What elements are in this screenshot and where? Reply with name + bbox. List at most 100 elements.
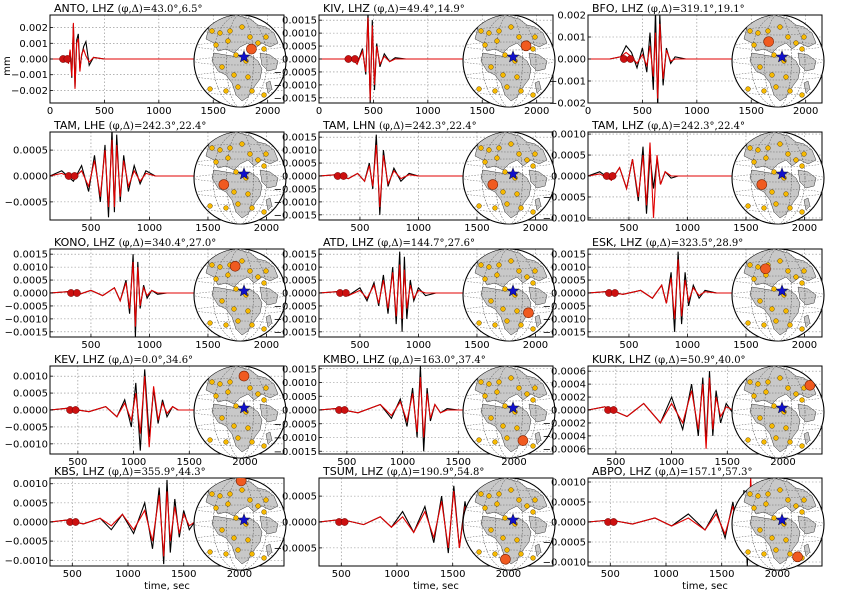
panel-title-station: TAM, LHN (322, 119, 379, 132)
y-tick-label: 0.0005 (13, 146, 48, 157)
station-highlight-icon (523, 307, 534, 319)
station-icon (223, 88, 229, 94)
globe-inset (731, 248, 825, 342)
event-star-icon (237, 167, 251, 180)
x-axis-label: time, sec (144, 581, 190, 592)
station-highlight-icon (517, 435, 529, 446)
y-tick-label: −0.0010 (543, 213, 586, 224)
station-icon (209, 145, 215, 151)
station-icon (225, 501, 231, 507)
station-icon (492, 551, 498, 557)
station-icon (263, 151, 269, 157)
x-tick-label: 2000 (232, 457, 257, 468)
station-icon (518, 322, 524, 328)
x-tick-label: 1500 (464, 223, 489, 234)
station-icon (500, 306, 506, 312)
panel-title-azimuth-distance: (φ,Δ)=49.4°,14.9° (373, 4, 464, 15)
station-icon (745, 549, 751, 555)
y-tick-label: 0.002 (557, 11, 586, 22)
continent (259, 286, 279, 306)
globe-parallel (196, 305, 284, 315)
y-tick-label: 0.0005 (13, 389, 48, 400)
continent (803, 543, 811, 557)
station-icon (225, 38, 231, 44)
continent (534, 543, 542, 557)
panel-title-azimuth-distance: (φ,Δ)=0.0°,34.6° (108, 355, 193, 366)
panel-title-azimuth-distance: (φ,Δ)=144.7°,27.6° (377, 238, 475, 249)
continent (803, 314, 811, 328)
station-icon (482, 42, 488, 48)
y-tick-label: −0.0010 (5, 314, 48, 325)
station-icon (500, 535, 506, 541)
globe-parallel (204, 320, 276, 330)
station-highlight-icon (520, 40, 532, 52)
x-tick-label: 1500 (733, 340, 758, 351)
station-icon (245, 308, 251, 314)
panel-title: ATD, LHZ (φ,Δ)=144.7°,27.6° (323, 236, 475, 249)
station-icon (801, 268, 807, 274)
y-tick-label: −0.0005 (543, 301, 586, 312)
station-icon (787, 205, 793, 211)
continent (797, 403, 817, 423)
y-tick-label: 0.0015 (551, 250, 586, 261)
station-icon (263, 268, 269, 274)
x-tick-label: 500 (619, 223, 638, 234)
event-star-icon (775, 284, 789, 297)
station-icon (247, 497, 253, 503)
x-tick-label: 2000 (523, 340, 548, 351)
x-tick-label: 500 (81, 340, 100, 351)
globe-inset (462, 477, 556, 571)
panel-title-azimuth-distance: (φ,Δ)=355.9°,44.3° (108, 467, 206, 478)
station-icon (227, 379, 233, 385)
station-highlight-icon (792, 551, 803, 563)
panel-title-station: KONO, LHZ (54, 236, 119, 249)
panel-title: TSUM, LHZ (φ,Δ)=190.9°,54.8° (322, 465, 484, 478)
globe-meridian (495, 249, 523, 341)
panel-title-azimuth-distance: (φ,Δ)=157.1°,57.3° (655, 467, 753, 478)
station-icon (769, 423, 775, 429)
station-icon (263, 34, 269, 40)
synthetic-trace (50, 376, 284, 448)
y-tick-label: −0.0015 (5, 327, 48, 338)
station-icon (231, 72, 237, 78)
station-icon (793, 157, 799, 163)
panel-title-station: ANTO, LHZ (54, 2, 118, 15)
station-icon (225, 389, 231, 395)
panel-title: KEV, LHZ (φ,Δ)=0.0°,34.6° (54, 353, 193, 366)
station-icon (223, 439, 229, 445)
station-icon (514, 74, 520, 80)
station-icon (239, 487, 245, 493)
panel-title: KONO, LHZ (φ,Δ)=340.4°,27.0° (54, 236, 216, 249)
station-icon (799, 92, 805, 98)
phase-marker (71, 406, 80, 414)
station-icon (261, 326, 267, 332)
station-icon (745, 86, 751, 92)
y-tick-label: 0.0000 (13, 172, 48, 183)
globe-meridian (481, 366, 537, 458)
x-tick-label: 1000 (121, 457, 146, 468)
y-tick-label: 0.0005 (13, 276, 48, 287)
seismogram-panel: ANTO, LHZ (φ,Δ)=43.0°,6.5° 0 500 1000 1500 20… (11, 2, 285, 117)
globe-parallel (204, 203, 276, 213)
station-icon (219, 527, 225, 533)
continent (265, 314, 273, 328)
station-icon (213, 393, 219, 399)
panel-title-azimuth-distance: (φ,Δ)=323.5°,28.9° (646, 238, 744, 249)
station-icon (532, 385, 538, 391)
panel-title-station: TAM, LHZ (591, 119, 647, 132)
continent (528, 515, 548, 535)
station-icon (219, 298, 225, 304)
event-star-icon (775, 513, 789, 526)
x-tick-label: 500 (332, 569, 351, 580)
station-icon (765, 379, 771, 385)
globe-meridian (226, 249, 254, 341)
station-icon (530, 397, 536, 403)
panel-title-station: TSUM, LHZ (322, 465, 387, 478)
station-icon (783, 537, 789, 543)
phase-marker (620, 55, 628, 63)
globe-meridian (212, 478, 268, 570)
x-tick-label: 2000 (524, 106, 549, 117)
x-tick-label: 1000 (675, 340, 700, 351)
station-icon (263, 385, 269, 391)
y-tick-label: −0.0015 (274, 93, 317, 104)
